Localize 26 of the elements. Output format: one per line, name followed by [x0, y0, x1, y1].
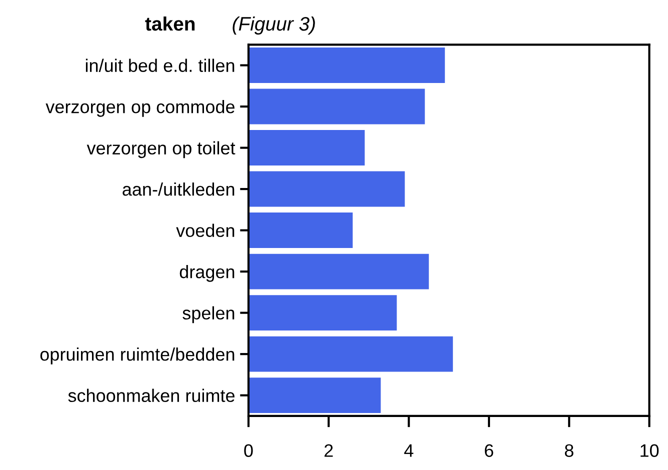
x-tick-label: 4	[404, 444, 414, 457]
bar	[248, 130, 365, 166]
y-tick-label: schoonmaken ruimte	[68, 388, 235, 402]
y-tick-label: voeden	[176, 224, 234, 238]
y-tick-label: dragen	[180, 265, 234, 282]
y-tick-label: aan-/uitkleden	[122, 182, 234, 196]
chart-title: taken	[145, 16, 195, 31]
bar	[248, 48, 445, 84]
bar	[248, 88, 425, 124]
bar	[248, 212, 353, 248]
chart-subtitle: (Figuur 3)	[232, 16, 315, 35]
x-tick-label: 6	[484, 444, 494, 457]
y-tick-label: in/uit bed e.d. tillen	[86, 58, 234, 72]
bar	[248, 254, 429, 290]
x-tick-label: 8	[564, 444, 574, 457]
x-tick-label: 10	[640, 444, 659, 457]
y-tick-label: opruimen ruimte/bedden	[40, 348, 234, 364]
bar	[248, 295, 397, 331]
y-tick-label: verzorgen op toilet	[86, 141, 236, 158]
y-tick-label: verzorgen op commode	[46, 100, 235, 117]
y-tick-label: spelen	[182, 306, 234, 324]
x-tick-label: 0	[244, 444, 253, 457]
bar	[248, 378, 381, 414]
bar	[248, 336, 453, 372]
bar	[248, 171, 405, 207]
x-tick-label: 2	[324, 444, 333, 457]
